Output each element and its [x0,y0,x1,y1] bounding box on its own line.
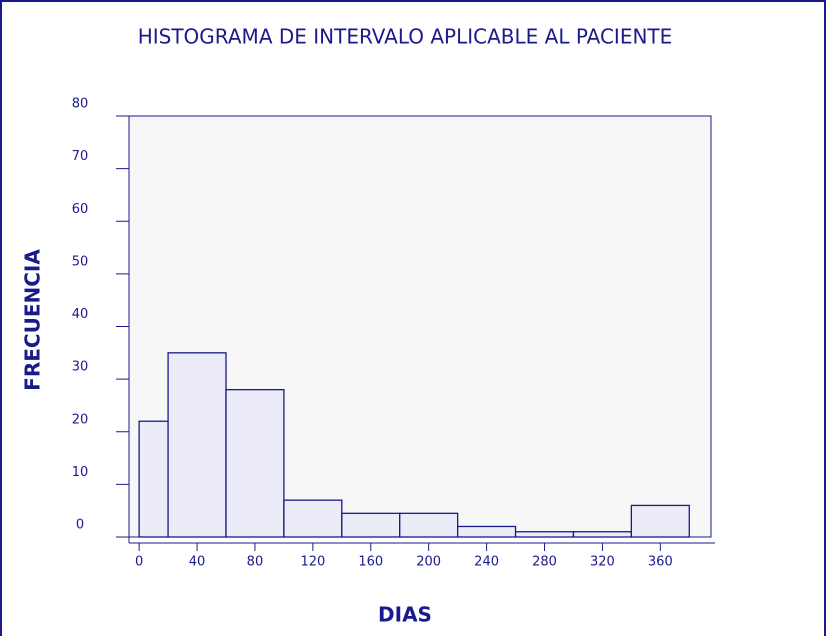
bar [167,352,227,538]
y-tick-label: 10 [72,465,89,480]
bar [399,512,459,538]
x-tick-label: 0 [135,555,143,570]
x-tick-label: 40 [189,555,206,570]
x-tick-label: 320 [590,555,615,570]
x-tick-label: 240 [474,555,499,570]
bar [572,531,633,538]
x-axis-label: DIAS [378,603,432,627]
bar [630,504,690,538]
y-tick-label: 20 [72,412,89,427]
x-tick-label: 120 [300,555,325,570]
x-tick-label: 360 [648,555,673,570]
bar [514,531,575,538]
x-tick-label: 280 [532,555,557,570]
bar [283,499,343,538]
y-tick-label: 50 [72,254,89,269]
y-tick-label: 40 [72,307,89,322]
y-tick-label: 0 [76,518,84,533]
y-tick-label: 30 [72,360,89,375]
x-tick-label: 200 [416,555,441,570]
bar [341,512,401,538]
chart-title: HISTOGRAMA DE INTERVALO APLICABLE AL PAC… [138,25,673,49]
x-tick-label: 80 [247,555,264,570]
bar [456,525,517,538]
y-tick-label: 60 [72,202,89,217]
x-tick-label: 160 [358,555,383,570]
y-tick-label: 70 [72,149,89,164]
bar [138,420,169,538]
y-axis-label: FRECUENCIA [21,249,45,391]
bar [225,388,285,538]
y-tick-label: 80 [72,97,89,112]
